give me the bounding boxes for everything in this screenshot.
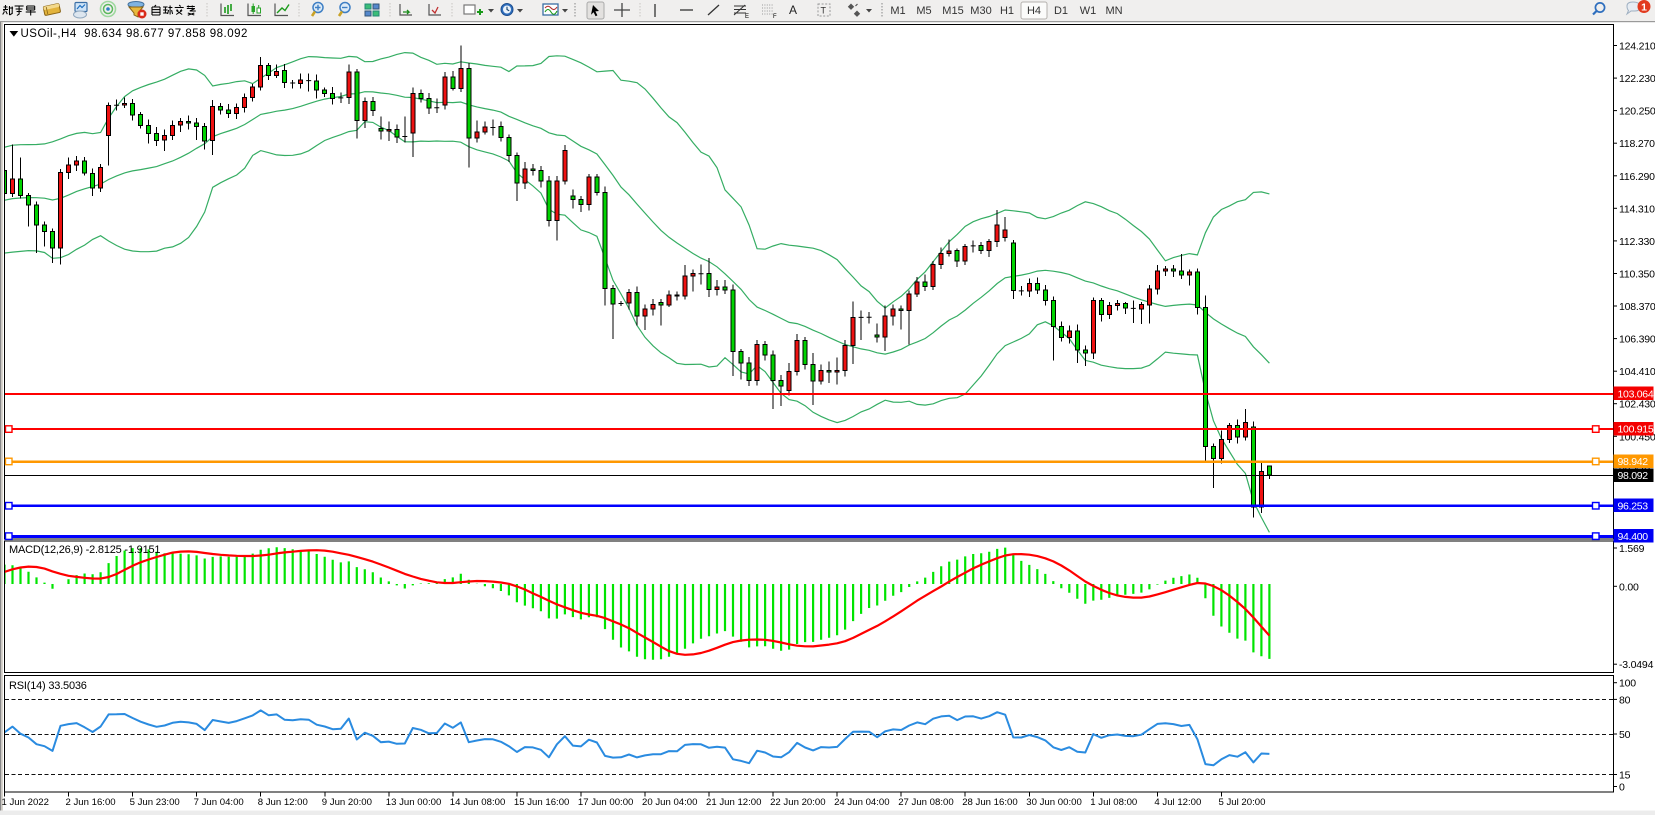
svg-text:1.569: 1.569 bbox=[1619, 543, 1645, 555]
svg-text:1: 1 bbox=[1641, 2, 1647, 14]
svg-text:21 Jun 12:00: 21 Jun 12:00 bbox=[706, 797, 761, 808]
svg-text:98.092: 98.092 bbox=[1618, 470, 1649, 482]
svg-text:110.350: 110.350 bbox=[1619, 269, 1655, 281]
svg-text:108.370: 108.370 bbox=[1619, 301, 1655, 313]
svg-text:M1: M1 bbox=[890, 5, 905, 17]
svg-text:15 Jun 16:00: 15 Jun 16:00 bbox=[514, 797, 569, 808]
svg-text:104.410: 104.410 bbox=[1619, 366, 1655, 378]
svg-text:H1: H1 bbox=[1000, 5, 1014, 17]
svg-text:1 Jun 2022: 1 Jun 2022 bbox=[2, 797, 49, 808]
svg-text:13 Jun 00:00: 13 Jun 00:00 bbox=[386, 797, 441, 808]
svg-text:5 Jul 20:00: 5 Jul 20:00 bbox=[1219, 797, 1266, 808]
svg-text:-3.0494: -3.0494 bbox=[1619, 659, 1654, 671]
svg-text:17 Jun 00:00: 17 Jun 00:00 bbox=[578, 797, 633, 808]
svg-text:M5: M5 bbox=[916, 5, 931, 17]
svg-text:M15: M15 bbox=[942, 5, 963, 17]
svg-text:RSI(14) 33.5036: RSI(14) 33.5036 bbox=[9, 680, 87, 692]
svg-text:28 Jun 16:00: 28 Jun 16:00 bbox=[962, 797, 1017, 808]
svg-text:14 Jun 08:00: 14 Jun 08:00 bbox=[450, 797, 505, 808]
svg-text:20 Jun 04:00: 20 Jun 04:00 bbox=[642, 797, 697, 808]
svg-text:22 Jun 20:00: 22 Jun 20:00 bbox=[770, 797, 825, 808]
svg-text:USOil-,H4 98.634 98.677 97.85: USOil-,H4 98.634 98.677 97.858 98.092 bbox=[21, 28, 248, 40]
svg-text:9 Jun 20:00: 9 Jun 20:00 bbox=[322, 797, 372, 808]
svg-text:30 Jun 00:00: 30 Jun 00:00 bbox=[1026, 797, 1081, 808]
svg-text:80: 80 bbox=[1619, 694, 1631, 706]
svg-text:118.270: 118.270 bbox=[1619, 138, 1655, 150]
svg-text:116.290: 116.290 bbox=[1619, 171, 1655, 183]
svg-text:MACD(12,26,9) -2.8125 -1.9151: MACD(12,26,9) -2.8125 -1.9151 bbox=[9, 544, 160, 556]
svg-text:M30: M30 bbox=[970, 5, 991, 17]
svg-text:100: 100 bbox=[1619, 678, 1636, 690]
svg-text:D1: D1 bbox=[1054, 5, 1068, 17]
svg-text:94.400: 94.400 bbox=[1618, 531, 1649, 543]
svg-text:50: 50 bbox=[1619, 729, 1631, 741]
svg-text:8 Jun 12:00: 8 Jun 12:00 bbox=[258, 797, 308, 808]
svg-text:122.230: 122.230 bbox=[1619, 73, 1655, 85]
svg-text:2 Jun 16:00: 2 Jun 16:00 bbox=[66, 797, 116, 808]
svg-text:124.210: 124.210 bbox=[1619, 41, 1655, 53]
svg-text:106.390: 106.390 bbox=[1619, 334, 1655, 346]
svg-text:7 Jun 04:00: 7 Jun 04:00 bbox=[194, 797, 244, 808]
svg-text:A: A bbox=[789, 3, 797, 17]
svg-text:96.253: 96.253 bbox=[1618, 500, 1649, 512]
svg-text:MN: MN bbox=[1105, 5, 1122, 17]
svg-text:E: E bbox=[745, 14, 749, 20]
svg-text:W1: W1 bbox=[1080, 5, 1097, 17]
svg-text:F: F bbox=[773, 14, 777, 20]
svg-text:15: 15 bbox=[1619, 770, 1631, 782]
svg-text:0: 0 bbox=[1619, 782, 1625, 794]
svg-text:0.00: 0.00 bbox=[1619, 581, 1639, 593]
svg-text:120.250: 120.250 bbox=[1619, 106, 1655, 118]
svg-text:1 Jul 08:00: 1 Jul 08:00 bbox=[1090, 797, 1137, 808]
svg-text:27 Jun 08:00: 27 Jun 08:00 bbox=[898, 797, 953, 808]
svg-text:24 Jun 04:00: 24 Jun 04:00 bbox=[834, 797, 889, 808]
svg-text:T: T bbox=[821, 6, 827, 16]
svg-text:114.310: 114.310 bbox=[1619, 203, 1655, 215]
svg-text:103.064: 103.064 bbox=[1618, 388, 1654, 400]
svg-text:5 Jun 23:00: 5 Jun 23:00 bbox=[130, 797, 180, 808]
svg-text:102.430: 102.430 bbox=[1619, 399, 1655, 411]
svg-text:98.942: 98.942 bbox=[1618, 456, 1649, 468]
svg-text:4 Jul 12:00: 4 Jul 12:00 bbox=[1154, 797, 1201, 808]
svg-text:112.330: 112.330 bbox=[1619, 236, 1655, 248]
svg-text:100.915: 100.915 bbox=[1618, 424, 1654, 436]
svg-text:H4: H4 bbox=[1027, 5, 1041, 17]
